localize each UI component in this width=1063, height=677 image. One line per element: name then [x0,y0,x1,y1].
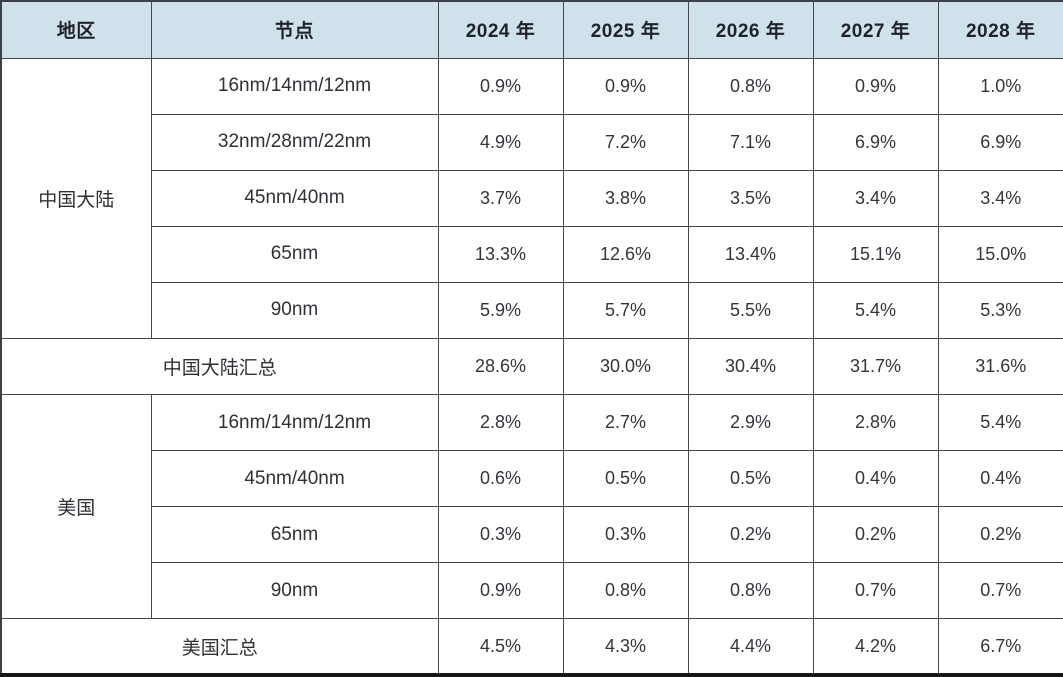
table-row: 32nm/28nm/22nm 4.9% 7.2% 7.1% 6.9% 6.9% [1,113,1063,171]
summary-value-cell: 30.4% [687,337,814,395]
value-cell: 13.3% [437,225,564,283]
value-cell: 0.5% [562,450,689,508]
value-cell: 4.9% [437,113,564,171]
value-cell: 2.8% [437,393,564,452]
value-cell: 0.9% [812,57,939,115]
value-cell: 5.5% [687,281,814,339]
value-cell: 1.0% [937,57,1063,115]
header-year-2024: 2024 年 [437,0,564,59]
value-cell: 2.9% [687,393,814,452]
value-cell: 0.2% [687,506,814,564]
value-cell: 12.6% [562,225,689,283]
value-cell: 0.8% [562,562,689,620]
node-cell: 65nm [150,506,439,564]
node-cell: 45nm/40nm [150,169,439,227]
value-cell: 0.3% [437,506,564,564]
value-cell: 0.7% [937,562,1063,620]
value-cell: 15.0% [937,225,1063,283]
header-year-2028: 2028 年 [937,0,1063,59]
value-cell: 3.5% [687,169,814,227]
header-year-2025: 2025 年 [562,0,689,59]
value-cell: 6.9% [812,113,939,171]
summary-value-cell: 4.4% [687,618,814,676]
summary-value-cell: 4.5% [437,618,564,676]
table-row: 中国大陆 16nm/14nm/12nm 0.9% 0.9% 0.8% 0.9% … [0,57,1063,339]
header-node: 节点 [150,0,439,59]
value-cell: 3.7% [437,169,564,227]
value-cell: 3.4% [812,169,939,227]
node-cell: 16nm/14nm/12nm [150,393,439,452]
node-cell: 90nm [150,281,439,339]
value-cell: 0.3% [562,506,689,564]
summary-label-cell: 中国大陆汇总 [0,337,439,395]
value-cell: 0.8% [687,562,814,620]
value-cell: 6.9% [937,113,1063,171]
value-cell: 0.4% [812,450,939,508]
value-cell: 3.4% [937,169,1063,227]
value-cell: 7.2% [562,113,689,171]
value-cell: 15.1% [812,225,939,283]
value-cell: 0.2% [937,506,1063,564]
value-cell: 0.7% [812,562,939,620]
value-cell: 0.9% [562,57,689,115]
value-cell: 0.2% [812,506,939,564]
node-cell: 45nm/40nm [150,450,439,508]
table-row: 45nm/40nm 0.6% 0.5% 0.5% 0.4% 0.4% [1,450,1063,508]
summary-value-cell: 31.6% [937,337,1063,395]
summary-value-cell: 4.3% [562,618,689,676]
value-cell: 0.9% [437,562,564,620]
summary-value-cell: 6.7% [937,618,1063,676]
value-cell: 0.6% [437,450,564,508]
value-cell: 5.4% [937,393,1063,452]
node-cell: 90nm [150,562,439,620]
value-cell: 5.3% [937,281,1063,339]
summary-value-cell: 28.6% [437,337,564,395]
value-cell: 5.4% [812,281,939,339]
table-row: 65nm 0.3% 0.3% 0.2% 0.2% 0.2% [1,506,1063,564]
value-cell: 0.9% [437,57,564,115]
node-cell: 32nm/28nm/22nm [150,113,439,171]
table-row: 45nm/40nm 3.7% 3.8% 3.5% 3.4% 3.4% [1,169,1063,227]
table-row: 65nm 13.3% 12.6% 13.4% 15.1% 15.0% [1,225,1063,283]
table-row: 美国 16nm/14nm/12nm 2.8% 2.7% 2.9% 2.8% 5.… [0,393,1063,620]
summary-value-cell: 31.7% [812,337,939,395]
value-cell: 0.5% [687,450,814,508]
value-cell: 2.8% [812,393,939,452]
region-cell-usa: 美国 [0,393,152,620]
header-year-2027: 2027 年 [812,0,939,59]
value-cell: 2.7% [562,393,689,452]
header-row: 地区 节点 2024 年 2025 年 2026 年 2027 年 2028 年 [0,0,1063,59]
value-cell: 3.8% [562,169,689,227]
value-cell: 0.4% [937,450,1063,508]
table-row: 90nm 0.9% 0.8% 0.8% 0.7% 0.7% [1,562,1063,620]
table-row: 90nm 5.9% 5.7% 5.5% 5.4% 5.3% [1,281,1063,339]
node-cell: 16nm/14nm/12nm [150,57,439,115]
summary-label-cell: 美国汇总 [0,618,439,676]
summary-row-usa: 美国汇总 4.5% 4.3% 4.4% 4.2% 6.7% [0,618,1063,676]
region-cell-china-mainland: 中国大陆 [0,57,152,339]
summary-row-china-mainland: 中国大陆汇总 28.6% 30.0% 30.4% 31.7% 31.6% [0,337,1063,395]
value-cell: 0.8% [687,57,814,115]
summary-value-cell: 30.0% [562,337,689,395]
header-year-2026: 2026 年 [687,0,814,59]
summary-value-cell: 4.2% [812,618,939,676]
value-cell: 7.1% [687,113,814,171]
value-cell: 13.4% [687,225,814,283]
node-cell: 65nm [150,225,439,283]
header-region: 地区 [0,0,152,59]
value-cell: 5.7% [562,281,689,339]
value-cell: 5.9% [437,281,564,339]
